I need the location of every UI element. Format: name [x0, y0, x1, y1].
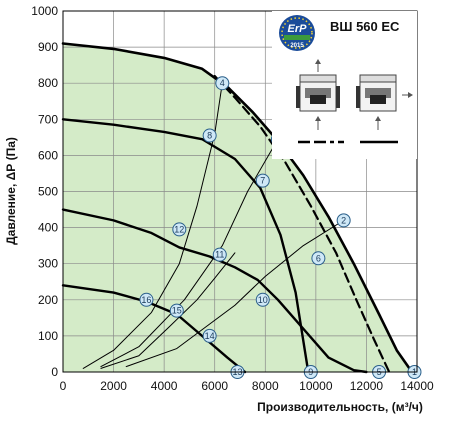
- y-tick-label: 600: [38, 148, 58, 162]
- curves: [61, 42, 414, 374]
- point-label: 7: [260, 176, 265, 186]
- point-marker: [172, 222, 187, 237]
- x-tick-label: 2000: [100, 379, 127, 393]
- point-marker: [212, 247, 227, 262]
- point-12: 12: [172, 222, 187, 237]
- region-fill: [63, 43, 412, 373]
- point-marker: [255, 292, 270, 307]
- point-marker: [311, 251, 326, 266]
- point-16: 16: [139, 292, 154, 307]
- svg-text:ErP: ErP: [288, 23, 308, 35]
- point-marker: [139, 292, 154, 307]
- operating-region: [63, 43, 412, 373]
- point-label: 15: [172, 306, 182, 316]
- x-tick-label: 10000: [299, 379, 333, 393]
- model-inset: ErP 2015 ВШ 560 ЕС: [272, 11, 417, 159]
- point-marker: [255, 173, 270, 188]
- series-line-4: [61, 208, 368, 374]
- point-marker: [202, 128, 217, 143]
- point-14: 14: [202, 328, 217, 343]
- point-marker: [336, 213, 351, 228]
- y-tick-label: 400: [38, 221, 58, 235]
- y-tick-label: 700: [38, 112, 58, 126]
- series-line-8: [125, 219, 345, 368]
- y-tick-label: 300: [38, 257, 58, 271]
- point-label: 2: [341, 215, 346, 225]
- point-label: 4: [220, 78, 225, 88]
- point-8: 8: [202, 128, 217, 143]
- point-label: 11: [215, 250, 224, 260]
- erp-badge-icon: ErP 2015: [279, 15, 315, 51]
- plot-frame: [62, 10, 418, 373]
- point-11: 11: [212, 247, 227, 262]
- y-tick-label: 1000: [31, 4, 58, 18]
- point-4: 4: [215, 76, 230, 91]
- install-scheme-right-icon: [356, 74, 413, 144]
- x-tick-label: 14000: [400, 379, 434, 393]
- point-6: 6: [311, 251, 326, 266]
- y-tick-label: 800: [38, 76, 58, 90]
- point-15: 15: [169, 303, 184, 318]
- point-7: 7: [255, 173, 270, 188]
- x-axis-title: Производительность, (м³/ч): [257, 400, 423, 414]
- install-scheme-left-icon: [296, 59, 344, 144]
- y-tick-label: 900: [38, 40, 58, 54]
- y-tick-label: 100: [38, 329, 58, 343]
- x-tick-label: 12000: [350, 379, 384, 393]
- x-tick-label: 6000: [201, 379, 228, 393]
- y-tick-label: 0: [51, 365, 58, 379]
- point-label: 8: [207, 131, 212, 141]
- point-marker: [202, 328, 217, 343]
- x-tick-label: 8000: [252, 379, 279, 393]
- point-marker: [169, 303, 184, 318]
- y-tick-label: 200: [38, 293, 58, 307]
- x-tick-label: 4000: [151, 379, 178, 393]
- svg-text:2015: 2015: [290, 43, 304, 49]
- point-label: 6: [316, 253, 321, 263]
- point-label: 14: [205, 331, 215, 341]
- model-title: ВШ 560 ЕС: [330, 19, 400, 34]
- series-line-2: [213, 74, 391, 374]
- ticks: 0 2000 4000 6000 8000 10000 12000 14000 0 100 200 3…: [31, 4, 434, 393]
- point-marker: [215, 76, 230, 91]
- y-axis-title: Давление, ΔР (Па): [4, 137, 18, 245]
- series-line-3: [61, 118, 310, 374]
- y-tick-label: 500: [38, 185, 58, 199]
- x-tick-label: 0: [60, 379, 67, 393]
- point-label: 16: [141, 295, 151, 305]
- point-10: 10: [255, 292, 270, 307]
- point-2: 2: [336, 213, 351, 228]
- point-label: 10: [258, 295, 268, 305]
- point-label: 12: [174, 224, 184, 234]
- series-line-7: [100, 138, 279, 368]
